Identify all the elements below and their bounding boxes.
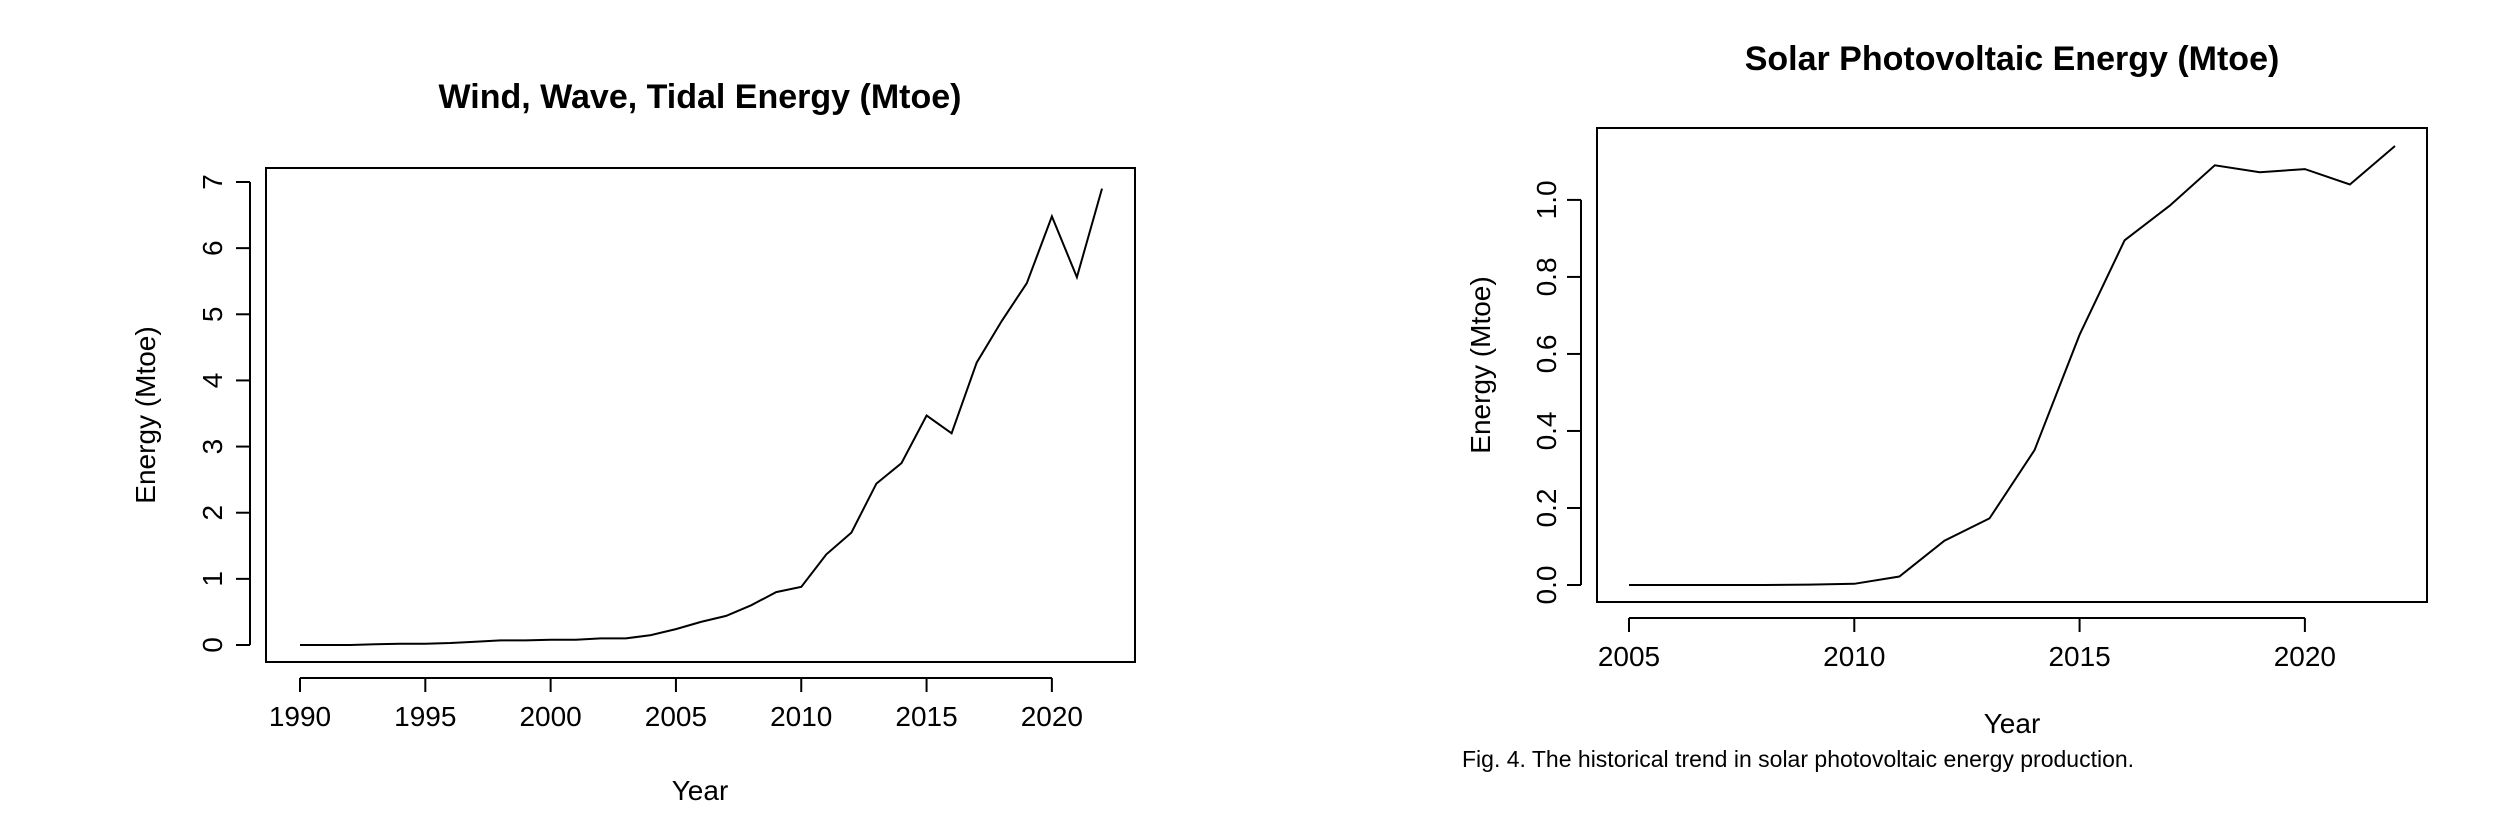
y-tick-label: 0.0 bbox=[1531, 566, 1562, 605]
y-tick-label: 4 bbox=[197, 373, 228, 389]
y-axis: 0 1 2 3 4 5 6 7 bbox=[197, 174, 251, 653]
x-tick-label: 1995 bbox=[394, 701, 456, 732]
x-tick-label: 2010 bbox=[770, 701, 832, 732]
y-tick-label: 1.0 bbox=[1531, 180, 1562, 219]
y-tick-label: 0.6 bbox=[1531, 334, 1562, 373]
y-axis-label: Energy (Mtoe) bbox=[130, 326, 161, 503]
plot-frame bbox=[1596, 127, 2428, 603]
x-axis: 2005 2010 2015 2020 bbox=[1598, 617, 2336, 672]
y-axis: 0.0 0.2 0.4 0.6 0.8 1.0 bbox=[1531, 180, 1582, 605]
y-tick-label: 5 bbox=[197, 306, 228, 322]
y-axis-label: Energy (Mtoe) bbox=[1465, 276, 1496, 453]
series-line bbox=[300, 188, 1103, 646]
x-tick-label: 2005 bbox=[645, 701, 707, 732]
y-tick-label: 0 bbox=[197, 637, 228, 653]
y-tick-label: 0.8 bbox=[1531, 257, 1562, 296]
x-tick-label: 2020 bbox=[1021, 701, 1083, 732]
x-tick-label: 2020 bbox=[2274, 641, 2336, 672]
x-tick-label: 1990 bbox=[269, 701, 331, 732]
chart-title: Wind, Wave, Tidal Energy (Mtoe) bbox=[439, 78, 962, 116]
wind-wave-tidal-chart: Wind, Wave, Tidal Energy (Mtoe) 1990 1995 2… bbox=[130, 78, 1136, 806]
y-tick-label: 6 bbox=[197, 240, 228, 256]
y-tick-label: 1 bbox=[197, 571, 228, 587]
x-tick-label: 2015 bbox=[895, 701, 957, 732]
y-tick-label: 3 bbox=[197, 439, 228, 455]
y-tick-label: 7 bbox=[197, 174, 228, 190]
x-tick-label: 2005 bbox=[1598, 641, 1660, 672]
x-tick-label: 2000 bbox=[519, 701, 581, 732]
y-tick-label: 2 bbox=[197, 505, 228, 521]
chart-title: Solar Photovoltaic Energy (Mtoe) bbox=[1745, 40, 2280, 78]
plot-frame bbox=[265, 167, 1136, 663]
figure-caption: Fig. 4. The historical trend in solar ph… bbox=[1462, 746, 2135, 772]
series-line bbox=[1629, 145, 2396, 586]
y-tick-label: 0.2 bbox=[1531, 489, 1562, 528]
x-axis: 1990 1995 2000 2005 2010 2015 2020 bbox=[269, 677, 1083, 732]
solar-photovoltaic-chart: Solar Photovoltaic Energy (Mtoe) 2005 2010… bbox=[1465, 40, 2428, 739]
x-axis-label: Year bbox=[1984, 708, 2041, 739]
x-axis-label: Year bbox=[672, 775, 729, 806]
x-tick-label: 2015 bbox=[2048, 641, 2110, 672]
x-tick-label: 2010 bbox=[1823, 641, 1885, 672]
y-tick-label: 0.4 bbox=[1531, 411, 1562, 450]
